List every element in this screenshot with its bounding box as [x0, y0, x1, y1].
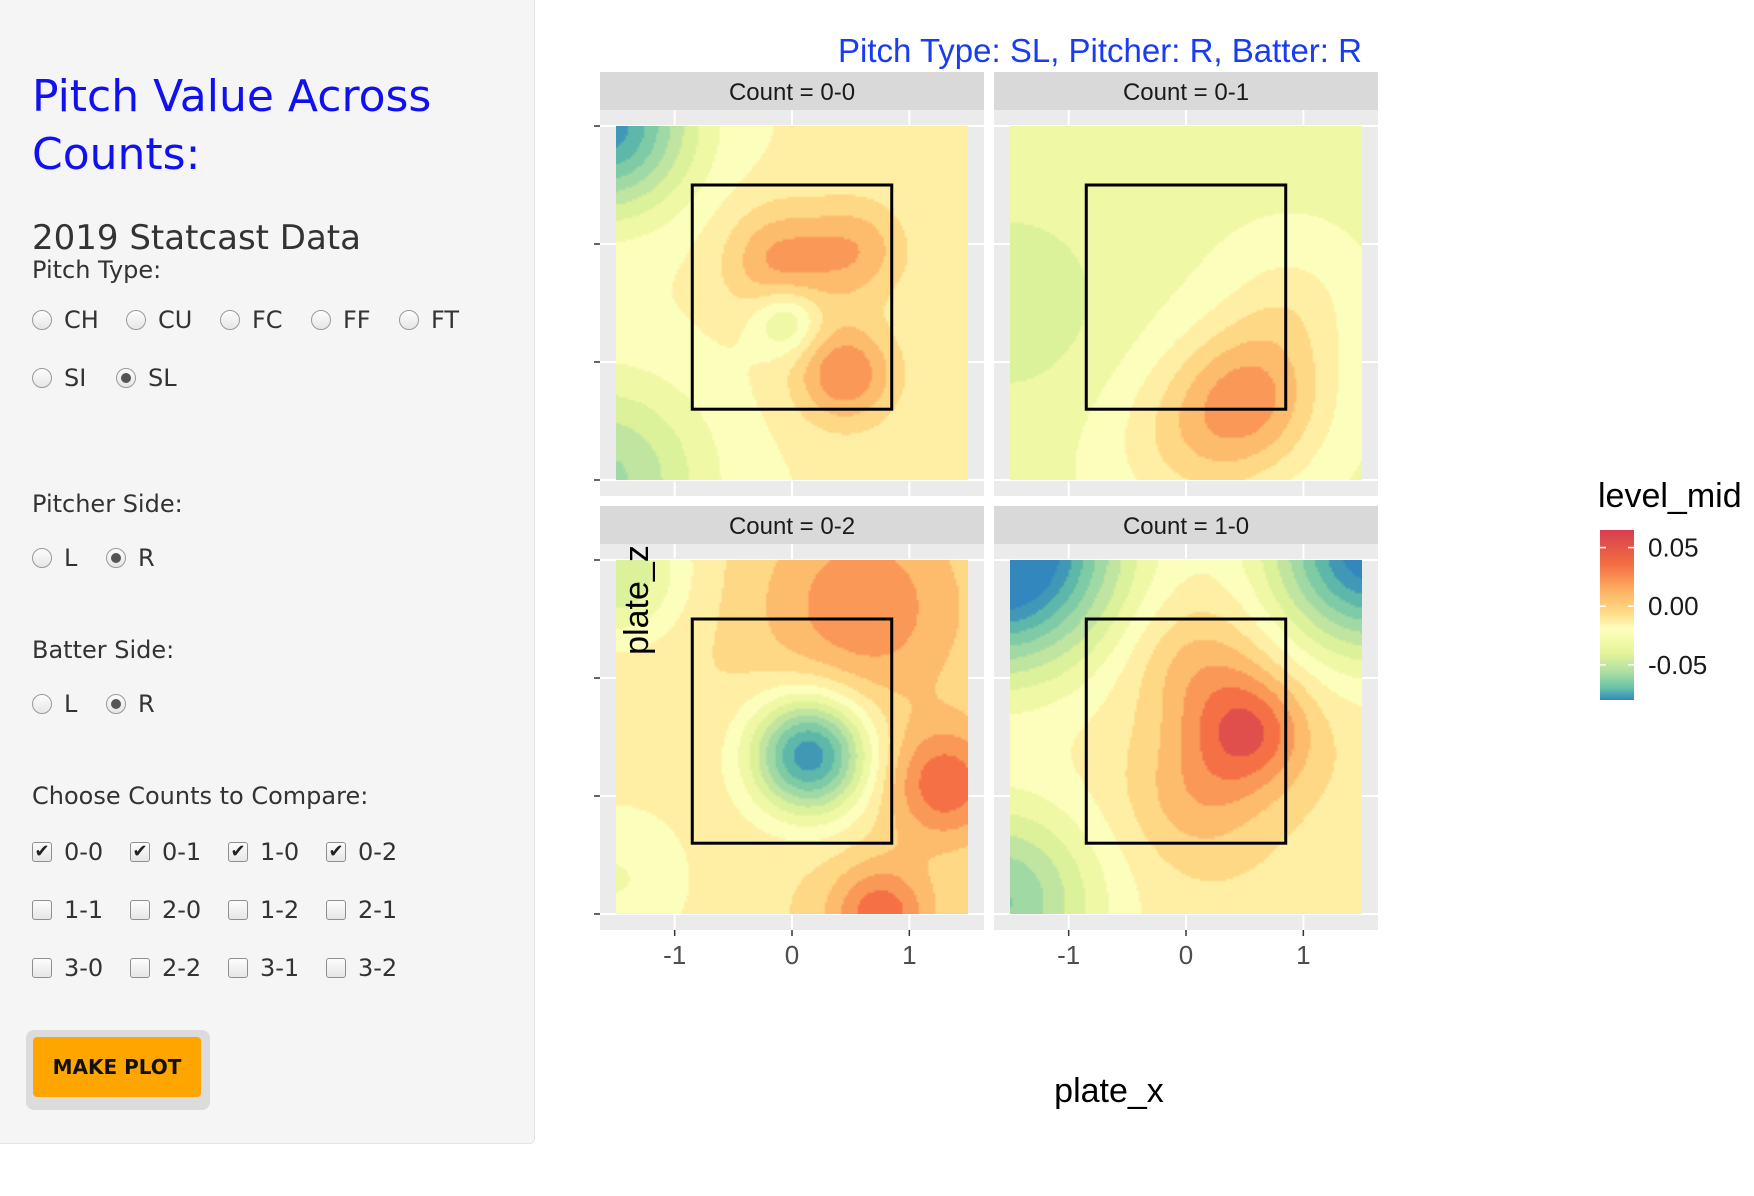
checkbox-3-1[interactable] — [228, 958, 248, 978]
pitcher-side-option-l[interactable]: L — [32, 544, 106, 572]
legend-tick-label: -0.05 — [1648, 650, 1707, 680]
radio-cu[interactable] — [126, 310, 146, 330]
sidebar-panel: Pitch Value Across Counts: 2019 Statcast… — [0, 0, 535, 1144]
facet-strip-label: Count = 0-0 — [729, 79, 855, 106]
radio-ch[interactable] — [32, 310, 52, 330]
count-option-1-1[interactable]: 1-1 — [32, 896, 130, 924]
checkbox-1-0[interactable]: ✔ — [228, 842, 248, 862]
legend-colorbar — [1600, 530, 1634, 700]
checkbox-0-2[interactable]: ✔ — [326, 842, 346, 862]
pitch-type-row-1: CH CU FC FF FT — [32, 306, 459, 334]
strike-zone-box — [1084, 617, 1288, 845]
facet-strip — [600, 72, 984, 110]
legend-tick-label: 0.05 — [1648, 533, 1699, 563]
checkbox-2-1[interactable] — [326, 900, 346, 920]
make-plot-button-frame: MAKE PLOT — [26, 1030, 210, 1110]
heat-surface — [616, 560, 968, 914]
counts-label: Choose Counts to Compare: — [32, 782, 369, 810]
batter-side-option-r[interactable]: R — [106, 690, 155, 718]
pitch-value-plot: Pitch Type: SL, Pitcher: R, Batter: R Co… — [594, 32, 1740, 1110]
count-option-0-0[interactable]: ✔ 0-0 — [32, 838, 130, 866]
x-tick-label: 1 — [902, 940, 916, 970]
checkbox-2-2[interactable] — [130, 958, 150, 978]
radio-sl[interactable] — [116, 368, 136, 388]
pitch-type-option-ft[interactable]: FT — [399, 306, 459, 334]
checkbox-1-1[interactable] — [32, 900, 52, 920]
y-axis-title: plate_z — [618, 545, 656, 655]
checkbox-0-0[interactable]: ✔ — [32, 842, 52, 862]
heat-surface — [1010, 126, 1362, 480]
count-option-1-0[interactable]: ✔ 1-0 — [228, 838, 326, 866]
pitch-type-option-cu[interactable]: CU — [126, 306, 220, 334]
strike-zone-box — [690, 617, 894, 845]
facet-panel-2: Count = 0-1 — [994, 72, 1378, 496]
count-option-2-0[interactable]: 2-0 — [130, 896, 228, 924]
count-option-2-1[interactable]: 2-1 — [326, 896, 397, 924]
strike-zone-box — [690, 183, 894, 411]
pitch-type-label: Pitch Type: — [32, 256, 162, 284]
subtitle: 2019 Statcast Data — [32, 218, 361, 258]
radio-pitcher-l[interactable] — [32, 548, 52, 568]
batter-side-row: L R — [32, 690, 155, 718]
pitch-type-option-ff[interactable]: FF — [311, 306, 399, 334]
counts-row-1: ✔ 0-0 ✔ 0-1 ✔ 1-0 ✔ 0-2 — [32, 838, 397, 866]
pitcher-side-option-r[interactable]: R — [106, 544, 155, 572]
facet-panel-4: Count = 1-0 -1 0 1 — [994, 506, 1378, 970]
checkbox-1-2[interactable] — [228, 900, 248, 920]
radio-batter-l[interactable] — [32, 694, 52, 714]
facet-strip — [994, 72, 1378, 110]
pitch-type-option-sl[interactable]: SL — [116, 364, 177, 392]
x-tick-label: 0 — [785, 940, 799, 970]
facet-strip — [600, 506, 984, 544]
count-option-0-1[interactable]: ✔ 0-1 — [130, 838, 228, 866]
pitch-type-option-fc[interactable]: FC — [220, 306, 311, 334]
count-option-3-1[interactable]: 3-1 — [228, 954, 326, 982]
x-tick-label: -1 — [663, 940, 686, 970]
strike-zone-box — [1084, 183, 1288, 411]
count-option-2-2[interactable]: 2-2 — [130, 954, 228, 982]
heat-surface — [616, 126, 968, 480]
legend-title: level_mid — [1598, 477, 1740, 515]
app-title: Pitch Value Across Counts: — [32, 71, 432, 180]
x-tick-label: 0 — [1179, 940, 1193, 970]
radio-pitcher-r[interactable] — [106, 548, 126, 568]
pitcher-side-row: L R — [32, 544, 155, 572]
facet-strip-label: Count = 0-2 — [729, 513, 855, 540]
pitch-type-option-ch[interactable]: CH — [32, 306, 126, 334]
radio-batter-r[interactable] — [106, 694, 126, 714]
radio-ft[interactable] — [399, 310, 419, 330]
count-option-3-0[interactable]: 3-0 — [32, 954, 130, 982]
checkbox-0-1[interactable]: ✔ — [130, 842, 150, 862]
radio-si[interactable] — [32, 368, 52, 388]
x-tick-label: 1 — [1296, 940, 1310, 970]
checkbox-3-2[interactable] — [326, 958, 346, 978]
plot-title: Pitch Type: SL, Pitcher: R, Batter: R — [838, 32, 1362, 69]
pitch-type-option-si[interactable]: SI — [32, 364, 116, 392]
facet-strip-label: Count = 0-1 — [1123, 79, 1249, 106]
facet-strip — [994, 506, 1378, 544]
count-option-3-2[interactable]: 3-2 — [326, 954, 397, 982]
x-tick-label: -1 — [1057, 940, 1080, 970]
counts-row-3: 3-0 2-2 3-1 3-2 — [32, 954, 397, 982]
radio-ff[interactable] — [311, 310, 331, 330]
checkbox-2-0[interactable] — [130, 900, 150, 920]
facet-strip-label: Count = 1-0 — [1123, 513, 1249, 540]
count-option-1-2[interactable]: 1-2 — [228, 896, 326, 924]
counts-row-2: 1-1 2-0 1-2 2-1 — [32, 896, 397, 924]
pitcher-side-label: Pitcher Side: — [32, 490, 183, 518]
facet-panel-1: Count = 0-01234 — [594, 72, 984, 496]
radio-fc[interactable] — [220, 310, 240, 330]
batter-side-option-l[interactable]: L — [32, 690, 106, 718]
pitch-type-row-2: SI SL — [32, 364, 177, 392]
x-axis-title: plate_x — [1054, 1072, 1164, 1110]
count-option-0-2[interactable]: ✔ 0-2 — [326, 838, 397, 866]
facet-panel-3: Count = 0-21234-101 — [594, 506, 984, 970]
batter-side-label: Batter Side: — [32, 636, 175, 664]
color-legend: level_mid 0.05 0.00 -0.05 — [1598, 477, 1740, 700]
legend-tick-label: 0.00 — [1648, 591, 1699, 621]
make-plot-button[interactable]: MAKE PLOT — [33, 1037, 201, 1097]
heat-surface — [1010, 560, 1362, 914]
checkbox-3-0[interactable] — [32, 958, 52, 978]
